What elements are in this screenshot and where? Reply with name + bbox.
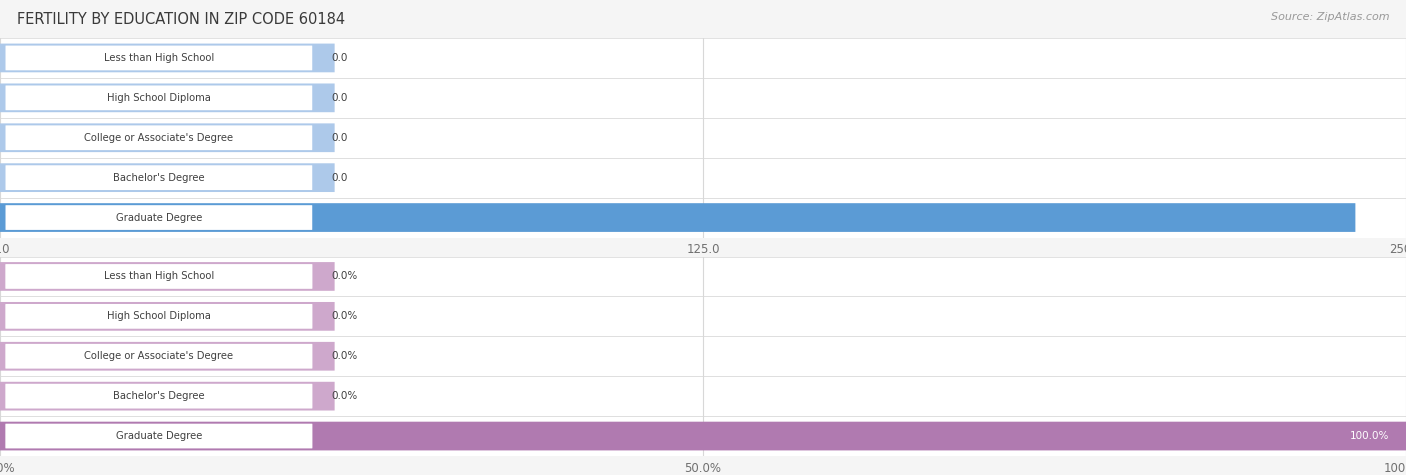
FancyBboxPatch shape <box>0 302 335 331</box>
FancyBboxPatch shape <box>0 342 335 370</box>
FancyBboxPatch shape <box>0 198 1406 238</box>
FancyBboxPatch shape <box>0 422 1406 450</box>
FancyBboxPatch shape <box>6 384 312 408</box>
Text: 100.0%: 100.0% <box>1350 431 1389 441</box>
FancyBboxPatch shape <box>6 344 312 369</box>
FancyBboxPatch shape <box>6 304 312 329</box>
FancyBboxPatch shape <box>6 264 312 289</box>
Text: Less than High School: Less than High School <box>104 271 214 282</box>
Text: Less than High School: Less than High School <box>104 53 214 63</box>
FancyBboxPatch shape <box>0 262 335 291</box>
Text: College or Associate's Degree: College or Associate's Degree <box>84 133 233 143</box>
FancyBboxPatch shape <box>0 38 1406 78</box>
FancyBboxPatch shape <box>0 256 1406 296</box>
FancyBboxPatch shape <box>0 44 335 72</box>
Text: Graduate Degree: Graduate Degree <box>115 212 202 223</box>
Text: 0.0: 0.0 <box>332 133 349 143</box>
Text: 0.0: 0.0 <box>332 93 349 103</box>
FancyBboxPatch shape <box>0 124 335 152</box>
FancyBboxPatch shape <box>6 86 312 110</box>
Text: 0.0%: 0.0% <box>332 311 359 322</box>
Text: High School Diploma: High School Diploma <box>107 311 211 322</box>
Text: Graduate Degree: Graduate Degree <box>115 431 202 441</box>
FancyBboxPatch shape <box>0 158 1406 198</box>
FancyBboxPatch shape <box>0 376 1406 416</box>
FancyBboxPatch shape <box>0 416 1406 456</box>
Text: 0.0: 0.0 <box>332 172 349 183</box>
FancyBboxPatch shape <box>0 296 1406 336</box>
Text: High School Diploma: High School Diploma <box>107 93 211 103</box>
Text: 0.0%: 0.0% <box>332 351 359 361</box>
FancyBboxPatch shape <box>0 203 1355 232</box>
FancyBboxPatch shape <box>6 46 312 70</box>
Text: 0.0: 0.0 <box>332 53 349 63</box>
Text: Source: ZipAtlas.com: Source: ZipAtlas.com <box>1271 12 1389 22</box>
Text: FERTILITY BY EDUCATION IN ZIP CODE 60184: FERTILITY BY EDUCATION IN ZIP CODE 60184 <box>17 12 344 27</box>
Text: 0.0%: 0.0% <box>332 391 359 401</box>
FancyBboxPatch shape <box>0 118 1406 158</box>
FancyBboxPatch shape <box>6 125 312 150</box>
Text: Bachelor's Degree: Bachelor's Degree <box>112 172 205 183</box>
FancyBboxPatch shape <box>6 424 312 448</box>
FancyBboxPatch shape <box>0 84 335 112</box>
Text: 241.0: 241.0 <box>1360 212 1389 223</box>
Text: Bachelor's Degree: Bachelor's Degree <box>112 391 205 401</box>
Text: College or Associate's Degree: College or Associate's Degree <box>84 351 233 361</box>
FancyBboxPatch shape <box>0 78 1406 118</box>
FancyBboxPatch shape <box>6 165 312 190</box>
FancyBboxPatch shape <box>6 205 312 230</box>
Text: 0.0%: 0.0% <box>332 271 359 282</box>
FancyBboxPatch shape <box>0 163 335 192</box>
FancyBboxPatch shape <box>0 336 1406 376</box>
FancyBboxPatch shape <box>0 382 335 410</box>
